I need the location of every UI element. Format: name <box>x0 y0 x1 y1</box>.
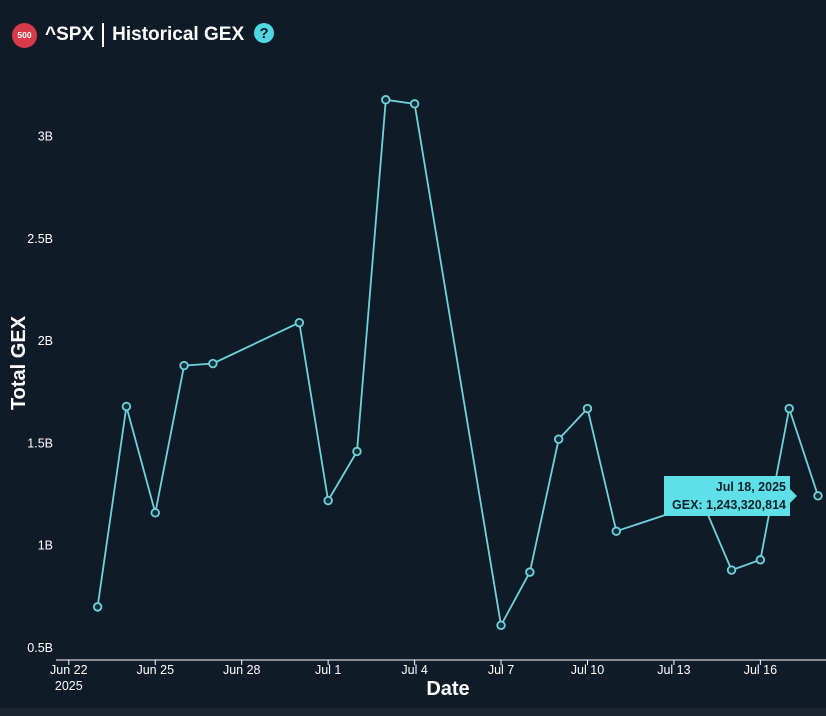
y-axis-ticks: 0.5B 1B 1.5B 2B 2.5B 3B <box>27 130 53 655</box>
series-line <box>96 98 819 627</box>
tooltip-date: Jul 18, 2025 <box>716 480 786 494</box>
data-point[interactable] <box>352 446 362 457</box>
data-point[interactable] <box>121 401 132 412</box>
data-point[interactable] <box>496 620 506 630</box>
y-tick-label: 2B <box>38 334 53 348</box>
x-tick-label: Jul 1 <box>315 663 341 677</box>
y-tick-label: 1B <box>38 539 53 553</box>
x-tick-label: Jul 13 <box>657 663 690 677</box>
data-point[interactable] <box>611 526 621 536</box>
tooltip-arrow <box>790 489 797 503</box>
data-point[interactable] <box>813 491 823 501</box>
data-point[interactable] <box>784 403 794 414</box>
hover-tooltip: Jul 18, 2025 GEX: 1,243,320,814 <box>664 476 797 516</box>
x-tick-label: Jun 28 <box>223 663 261 677</box>
data-point[interactable] <box>323 495 333 506</box>
data-point[interactable] <box>409 99 420 109</box>
y-tick-label: 0.5B <box>27 641 53 655</box>
tooltip-box <box>664 476 790 516</box>
series-gex <box>92 95 823 630</box>
x-tick-label: Jul 10 <box>571 663 604 677</box>
chart-title: Historical GEX <box>112 24 245 45</box>
x-axis-title: Date <box>426 678 469 700</box>
data-point[interactable] <box>381 95 391 105</box>
y-tick-label: 1.5B <box>27 436 53 450</box>
data-point[interactable] <box>553 434 564 444</box>
index-badge: 500 <box>12 22 37 48</box>
tooltip-value: GEX: 1,243,320,814 <box>672 498 786 512</box>
header-separator <box>102 23 105 47</box>
data-point[interactable] <box>755 555 766 565</box>
data-point[interactable] <box>179 360 189 371</box>
x-tick-label: Jun 25 <box>136 663 174 677</box>
data-point[interactable] <box>726 565 737 575</box>
y-tick-label: 3B <box>38 130 53 144</box>
data-point[interactable] <box>582 403 593 414</box>
y-tick-label: 2.5B <box>27 232 53 246</box>
data-point[interactable] <box>294 317 305 328</box>
data-point[interactable] <box>150 508 160 518</box>
bottom-bar <box>0 708 826 716</box>
x-tick-label: Jul 4 <box>401 663 427 677</box>
y-axis-title: Total GEX <box>8 315 30 410</box>
x-axis-ticks: Jun 22 2025 Jun 25 Jun 28 Jul 1 Jul 4 Jul 7 Jul… <box>50 660 777 693</box>
x-tick-label: Jul 16 <box>744 663 777 677</box>
ticker-symbol: ^SPX <box>45 24 95 45</box>
data-point[interactable] <box>92 602 103 612</box>
x-tick-label: Jun 22 <box>50 663 88 677</box>
data-point[interactable] <box>525 567 535 577</box>
help-icon[interactable]: ? <box>254 23 275 43</box>
x-tick-year-label: 2025 <box>55 679 83 693</box>
chart-header: 500 ^SPX Historical GEX ? <box>12 20 275 50</box>
data-point[interactable] <box>208 358 218 369</box>
x-tick-label: Jul 7 <box>488 663 514 677</box>
